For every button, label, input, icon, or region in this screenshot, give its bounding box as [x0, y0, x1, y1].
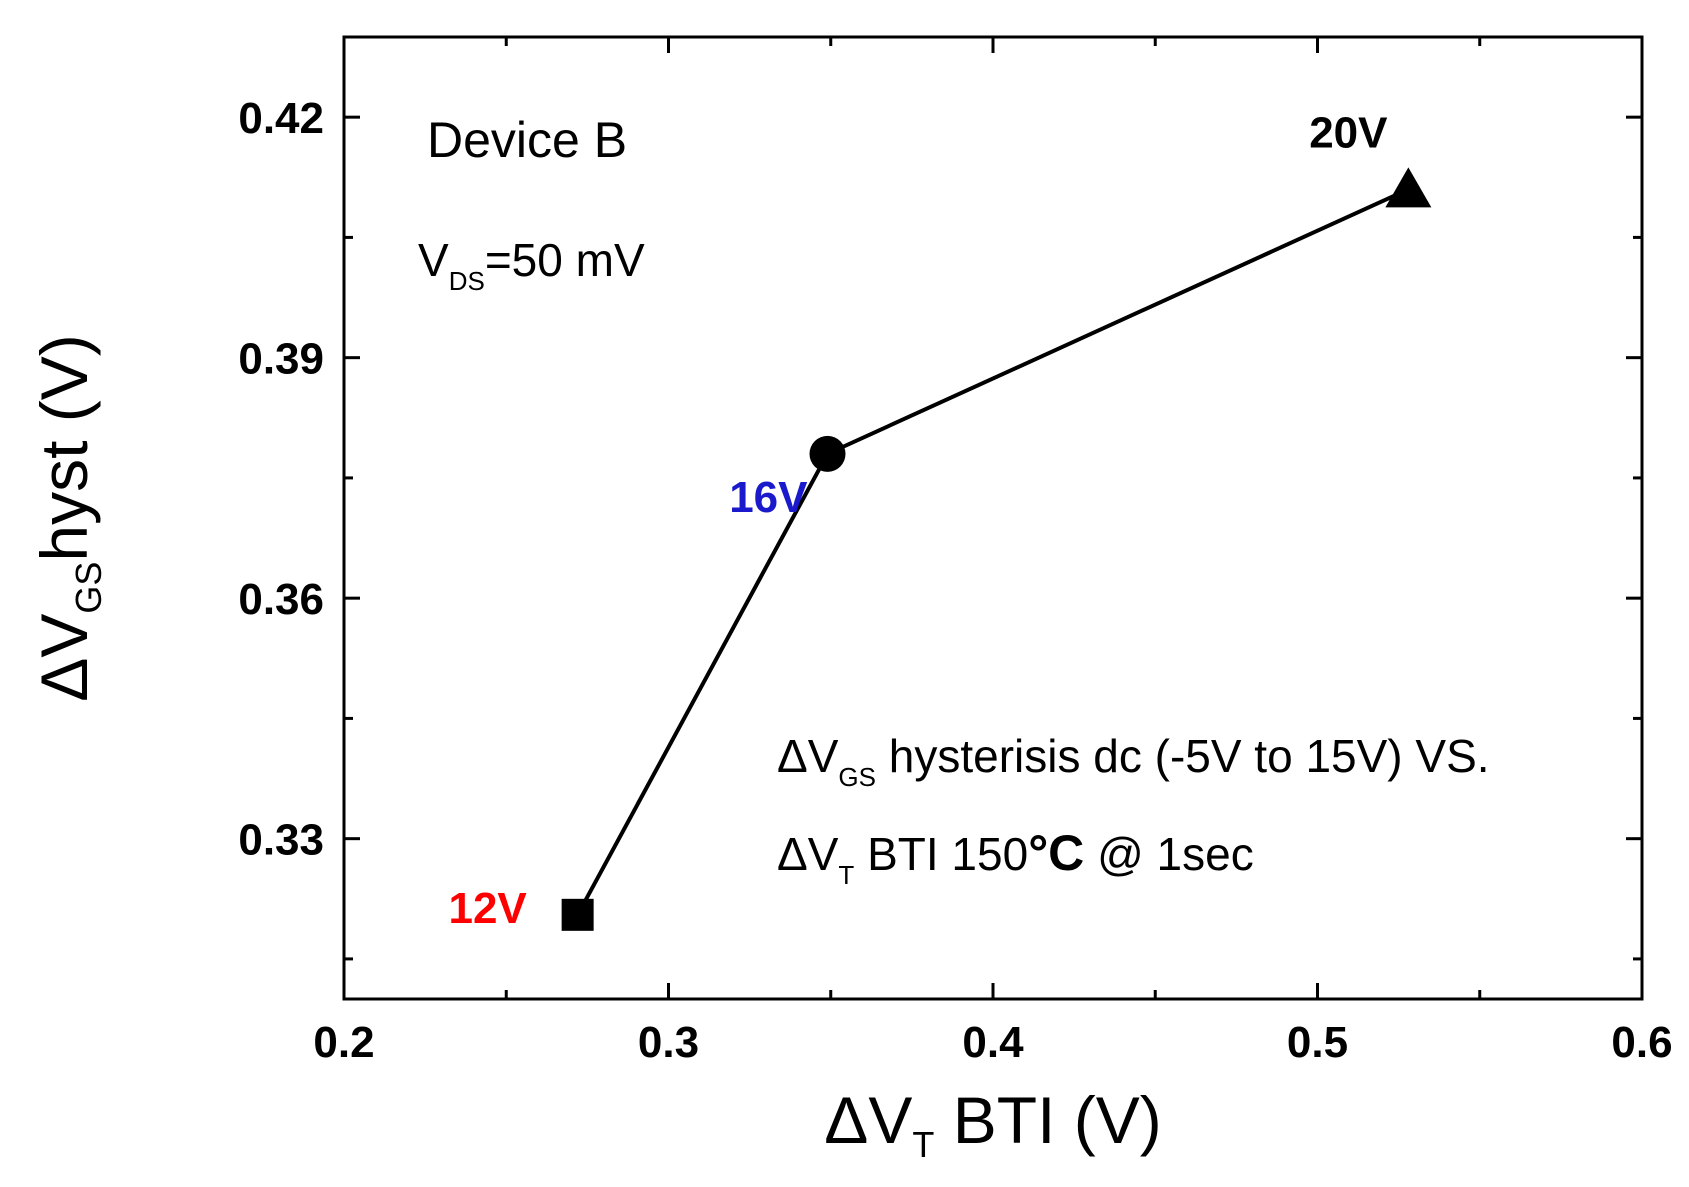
point-labels: 12V 16V 20V	[448, 108, 1388, 933]
annotation-line-2-mid: BTI 150	[854, 828, 1028, 880]
vds-sub: DS	[449, 266, 485, 296]
x-tick-label: 0.4	[962, 1018, 1024, 1067]
x-axis-title-prefix: ΔV	[824, 1083, 912, 1157]
annotation-line-2-suffix: @ 1sec	[1084, 828, 1253, 880]
y-tick-label: 0.39	[238, 335, 324, 384]
point-label: 16V	[729, 473, 808, 522]
annotation-line-1: ΔVGS hysterisis dc (-5V to 15V) VS.	[777, 730, 1490, 792]
annotation-line-2-bold: °C	[1028, 825, 1084, 881]
point-marker-triangle	[1385, 167, 1432, 208]
y-axis-title-prefix: ΔV	[27, 614, 101, 702]
x-tick-label: 0.3	[638, 1018, 699, 1067]
axis-ticks	[342, 37, 1644, 999]
device-annotation: Device B	[427, 112, 627, 168]
y-tick-label: 0.33	[238, 816, 324, 865]
point-label: 12V	[448, 884, 527, 933]
vds-suffix: =50 mV	[485, 234, 645, 286]
x-tick-label: 0.2	[313, 1018, 374, 1067]
x-axis-title-suffix: BTI (V)	[934, 1083, 1161, 1157]
annotation-line-1-prefix: ΔV	[777, 730, 839, 782]
point-label: 20V	[1309, 108, 1388, 157]
y-tick-label: 0.36	[238, 575, 324, 624]
y-axis-title-sub: GS	[68, 562, 109, 614]
x-axis-title-sub: T	[912, 1124, 934, 1165]
y-axis-title-suffix: hyst (V)	[27, 334, 101, 561]
y-axis-title: ΔVGShyst (V)	[27, 334, 109, 701]
x-tick-label: 0.5	[1287, 1018, 1348, 1067]
annotation-line-2-prefix: ΔV	[777, 828, 839, 880]
point-marker-circle	[809, 435, 846, 472]
point-marker-square	[561, 898, 594, 931]
series-markers	[561, 167, 1432, 931]
y-tick-label: 0.42	[238, 94, 324, 143]
annotation-line-2: ΔVT BTI 150°C @ 1sec	[777, 825, 1254, 890]
x-axis-title: ΔVT BTI (V)	[824, 1083, 1161, 1165]
annotation-line-1-suffix: hysterisis dc (-5V to 15V) VS.	[876, 730, 1490, 782]
vds-annotation: VDS=50 mV	[418, 234, 645, 296]
annotation-line-1-sub: GS	[838, 762, 876, 792]
axis-tick-labels: 0.2 0.3 0.4 0.5 0.6 0.33 0.36 0.39 0.42	[238, 94, 1672, 1067]
annotation-line-2-sub: T	[838, 860, 854, 890]
series-line	[575, 187, 1410, 916]
x-tick-label: 0.6	[1611, 1018, 1672, 1067]
vds-prefix: V	[418, 234, 449, 286]
